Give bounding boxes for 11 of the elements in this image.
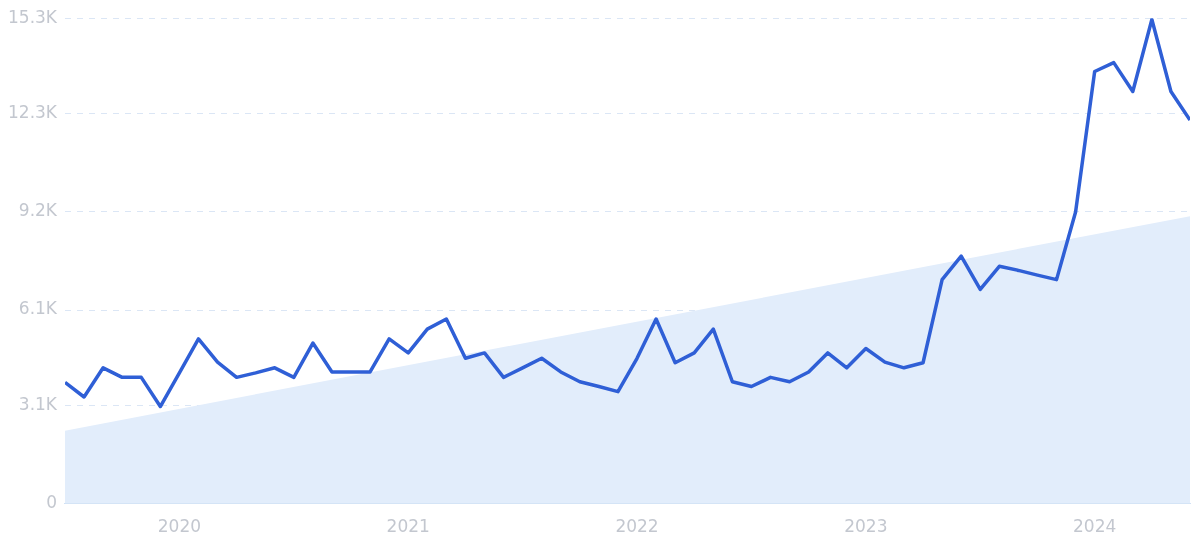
y-tick-label: 6.1K [18, 298, 58, 319]
x-tick-label: 2023 [844, 516, 888, 537]
x-tick-label: 2022 [615, 516, 659, 537]
x-tick-label: 2021 [386, 516, 430, 537]
y-tick-label: 0 [46, 492, 57, 513]
y-tick-label: 12.3K [8, 101, 58, 122]
y-tick-label: 15.3K [8, 6, 58, 27]
y-tick-label: 3.1K [18, 393, 58, 414]
y-tick-label: 9.2K [18, 200, 58, 221]
x-tick-label: 2020 [157, 516, 202, 537]
x-tick-label: 2024 [1073, 516, 1117, 537]
